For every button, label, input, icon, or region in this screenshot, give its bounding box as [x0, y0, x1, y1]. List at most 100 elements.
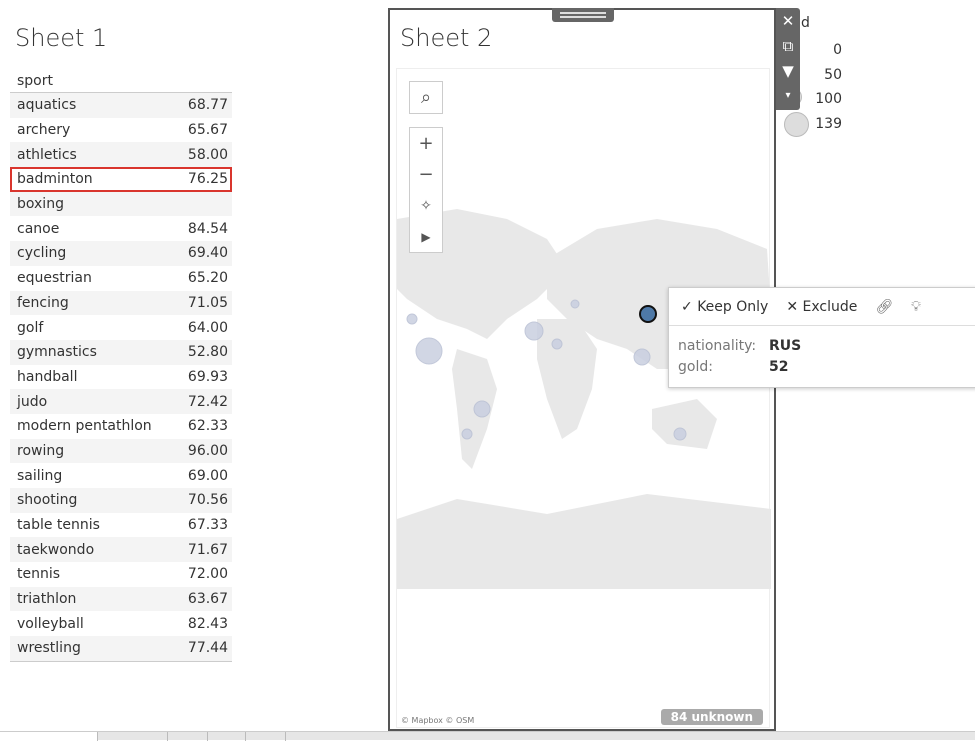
selected-mark-rus[interactable]: [639, 305, 657, 323]
sport-name: golf: [17, 319, 44, 336]
sport-value: 63.67: [187, 591, 228, 608]
play-icon[interactable]: ▶: [421, 229, 431, 244]
search-icon[interactable]: ⌕: [420, 87, 432, 108]
popout-icon[interactable]: ⧉: [782, 36, 794, 55]
zoom-in-icon[interactable]: +: [418, 133, 434, 154]
sport-name: volleyball: [17, 615, 84, 632]
table-row[interactable]: gymnastics 52.80: [10, 339, 232, 365]
table-row[interactable]: archery 65.67: [10, 118, 232, 143]
table-row[interactable]: fencing 71.05: [10, 290, 232, 316]
exclude-button[interactable]: ✕ Exclude: [786, 298, 858, 315]
sheet2-title: Sheet 2: [400, 24, 493, 52]
lightbulb-icon[interactable]: 💡︎: [911, 298, 921, 315]
sport-value: 96.00: [187, 442, 228, 459]
sport-name: rowing: [17, 442, 65, 459]
table-row[interactable]: triathlon 63.67: [10, 586, 232, 612]
table-row[interactable]: wrestling 77.44: [10, 636, 232, 661]
sport-value: 67.33: [187, 517, 228, 534]
map-mark: [415, 337, 443, 365]
table-row[interactable]: shooting 70.56: [10, 488, 232, 513]
sport-name: athletics: [17, 146, 77, 163]
legend-title: d: [801, 15, 810, 31]
keep-only-button[interactable]: ✓ Keep Only: [681, 298, 769, 315]
sport-name: shooting: [17, 492, 78, 509]
sport-name: triathlon: [17, 591, 77, 608]
sheet1-title: Sheet 1: [15, 24, 108, 52]
sport-value: 64.00: [187, 319, 228, 336]
table-row[interactable]: rowing 96.00: [10, 438, 232, 464]
zoom-out-icon[interactable]: −: [418, 164, 434, 185]
sport-value: 68.77: [187, 97, 228, 114]
sport-value: 77.44: [187, 640, 228, 657]
sport-value: 82.43: [187, 615, 228, 632]
sport-name: aquatics: [17, 97, 77, 114]
sport-value: 76.25: [187, 171, 228, 188]
group-members-icon[interactable]: 🔗︎: [875, 298, 894, 315]
africa-landmass: [537, 319, 597, 439]
sport-name: tennis: [17, 566, 61, 583]
column-header-sport[interactable]: sport: [10, 70, 232, 93]
legend-label: 100: [815, 91, 842, 107]
sport-name: canoe: [17, 220, 60, 237]
sport-name: sailing: [17, 467, 63, 484]
table-row[interactable]: sailing 69.00: [10, 463, 232, 488]
table-row[interactable]: table tennis 67.33: [10, 513, 232, 538]
table-row[interactable]: golf 64.00: [10, 315, 232, 340]
x-icon: ✕: [786, 298, 803, 315]
table-row[interactable]: cycling 69.40: [10, 241, 232, 266]
sport-value: 65.67: [187, 122, 228, 139]
tooltip-field-nationality: nationality: RUS: [678, 338, 802, 354]
table-row[interactable]: boxing: [10, 191, 232, 217]
pin-icon[interactable]: ✧: [420, 197, 432, 214]
sport-value: 69.93: [187, 368, 228, 385]
sport-name: fencing: [17, 294, 69, 311]
table-row[interactable]: judo 72.42: [10, 389, 232, 414]
sport-name: table tennis: [17, 517, 100, 534]
world-map[interactable]: [397, 69, 771, 729]
table-row[interactable]: equestrian 65.20: [10, 266, 232, 291]
sport-value: 62.33: [187, 418, 228, 435]
legend-label: 139: [815, 116, 842, 132]
close-icon[interactable]: ✕: [781, 11, 795, 30]
table-row[interactable]: canoe 84.54: [10, 216, 232, 241]
sport-value: 71.05: [187, 294, 228, 311]
sport-name: modern pentathlon: [17, 418, 152, 435]
sport-name: handball: [17, 368, 78, 385]
sport-value: 58.00: [187, 146, 228, 163]
sheet-toolbar: ✕ ⧉ ▼ ▾: [776, 8, 800, 110]
sport-table: sport aquatics 68.77 archery 65.67 athletics…: [10, 70, 232, 662]
australia-landmass: [652, 399, 717, 449]
table-row[interactable]: volleyball 82.43: [10, 611, 232, 636]
unknown-indicator[interactable]: 84 unknown: [660, 709, 763, 725]
map-mark: [633, 348, 651, 366]
check-icon: ✓: [681, 298, 698, 315]
sport-value: 52.80: [187, 344, 228, 361]
table-row[interactable]: tennis 72.00: [10, 562, 232, 587]
table-row[interactable]: athletics 58.00: [10, 142, 232, 168]
sport-name: badminton: [17, 171, 93, 188]
filter-icon[interactable]: ▼: [782, 61, 794, 80]
sport-value: 69.40: [187, 245, 228, 262]
sport-value: 72.00: [187, 566, 228, 583]
sheet-tab-bar[interactable]: [0, 731, 975, 741]
sport-value: 84.54: [187, 220, 228, 237]
sport-name: judo: [17, 393, 48, 410]
tooltip-field-gold: gold: 52: [678, 359, 789, 375]
table-row[interactable]: aquatics 68.77: [10, 93, 232, 118]
sport-name: equestrian: [17, 270, 92, 287]
map-mark: [551, 338, 563, 350]
active-tab[interactable]: [0, 732, 97, 741]
table-row[interactable]: modern pentathlon 62.33: [10, 414, 232, 439]
table-row[interactable]: handball 69.93: [10, 365, 232, 390]
map[interactable]: ⌕ + − ✧ ▶ © Mapbox © OSM 84 unknown: [396, 68, 771, 729]
map-mark: [524, 321, 544, 341]
map-credit[interactable]: © Mapbox © OSM: [401, 716, 475, 725]
sport-name: archery: [17, 122, 71, 139]
table-row[interactable]: badminton 76.25: [10, 167, 232, 192]
legend-label: 0: [833, 42, 842, 58]
dropdown-icon[interactable]: ▾: [785, 90, 791, 101]
table-row[interactable]: taekwondo 71.67: [10, 537, 232, 563]
drag-handle[interactable]: [552, 8, 614, 22]
map-search-tool[interactable]: ⌕: [409, 81, 443, 114]
map-mark: [673, 427, 687, 441]
